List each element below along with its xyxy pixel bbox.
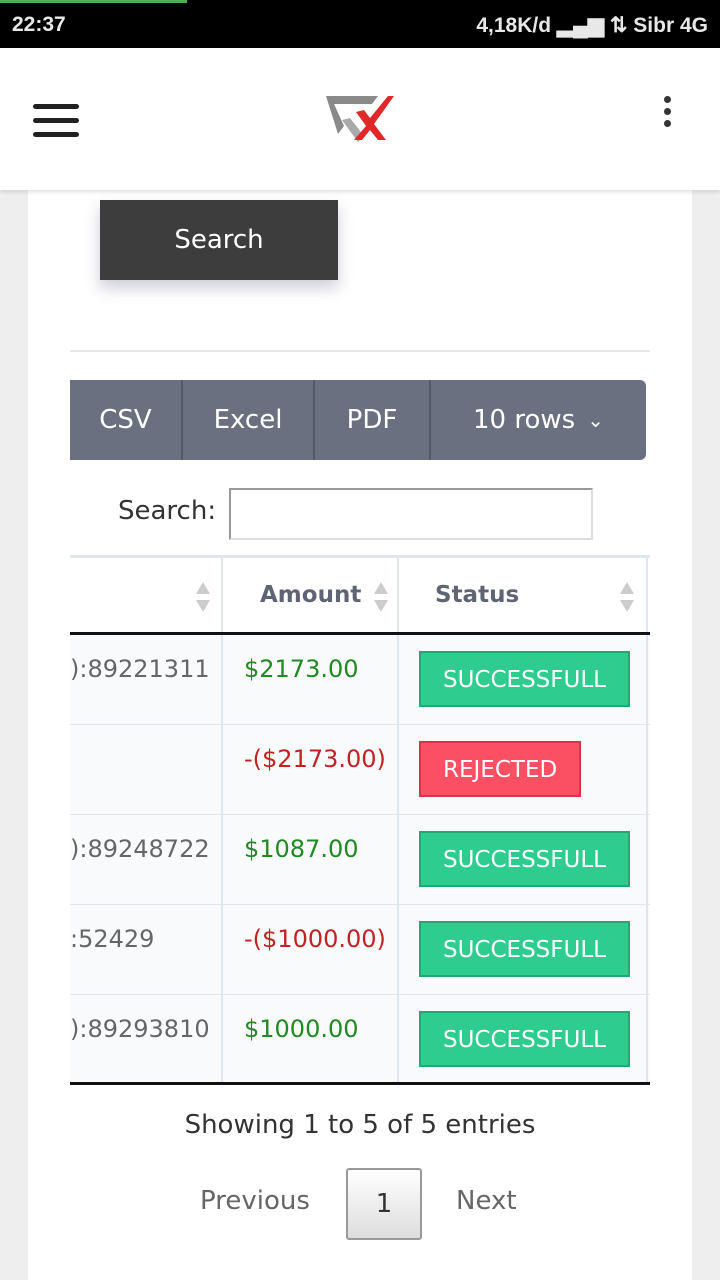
pdf-button[interactable]: PDF: [315, 380, 431, 460]
more-vertical-icon[interactable]: [658, 96, 676, 132]
rows-label: 10 rows: [473, 405, 576, 435]
column-header-reference[interactable]: [70, 558, 223, 632]
search-button[interactable]: Search: [100, 200, 338, 280]
chevron-down-icon: ⌄: [587, 408, 604, 432]
status-cell: SUCCESSFULL: [399, 815, 648, 904]
table-row: :52429 -($1000.00) SUCCESSFULL: [70, 905, 650, 995]
reference-cell: ):89248722: [70, 815, 223, 904]
amount-cell: -($1000.00): [223, 905, 399, 994]
excel-button[interactable]: Excel: [183, 380, 315, 460]
status-badge: REJECTED: [419, 741, 582, 797]
table-search-input[interactable]: [229, 488, 593, 540]
hamburger-icon[interactable]: [33, 104, 79, 138]
divider: [70, 350, 650, 352]
status-badge: SUCCESSFULL: [419, 1011, 630, 1067]
status-badge: SUCCESSFULL: [419, 921, 630, 977]
amount-cell: -($2173.00): [223, 725, 399, 814]
sort-icon: [620, 582, 634, 612]
status-cell: REJECTED: [399, 725, 648, 814]
table-row: -($2173.00) REJECTED: [70, 725, 650, 815]
next-page-button[interactable]: Next: [456, 1186, 517, 1216]
status-cell: SUCCESSFULL: [399, 905, 648, 994]
export-button-group: CSV Excel PDF 10 rows ⌄: [70, 380, 646, 460]
reference-cell: ):89293810: [70, 995, 223, 1082]
transactions-table: Amount Status ):89221311 $2173.00 SUCCESSF…: [70, 555, 650, 1085]
column-header-amount[interactable]: Amount: [223, 558, 399, 632]
clock: 22:37: [12, 13, 66, 36]
network-status: 4,18K/d ▂▄▆ ⇅ Sibr 4G: [476, 14, 708, 37]
table-row: ):89293810 $1000.00 SUCCESSFULL: [70, 995, 650, 1085]
page-1-button[interactable]: 1: [346, 1168, 422, 1240]
table-row: ):89221311 $2173.00 SUCCESSFULL: [70, 635, 650, 725]
status-cell: SUCCESSFULL: [399, 635, 648, 724]
rows-per-page-dropdown[interactable]: 10 rows ⌄: [431, 380, 646, 460]
sort-icon: [196, 582, 210, 612]
status-badge: SUCCESSFULL: [419, 831, 630, 887]
table-row: ):89248722 $1087.00 SUCCESSFULL: [70, 815, 650, 905]
sort-icon: [374, 582, 388, 612]
status-bar: 22:37 4,18K/d ▂▄▆ ⇅ Sibr 4G: [0, 0, 720, 48]
table-header: Amount Status: [70, 558, 650, 635]
logo: [326, 96, 394, 142]
reference-cell: [70, 725, 223, 814]
amount-cell: $1087.00: [223, 815, 399, 904]
page-load-progress: [0, 0, 188, 3]
reference-cell: ):89221311: [70, 635, 223, 724]
amount-cell: $1000.00: [223, 995, 399, 1082]
amount-cell: $2173.00: [223, 635, 399, 724]
previous-page-button[interactable]: Previous: [200, 1186, 310, 1216]
status-cell: SUCCESSFULL: [399, 995, 648, 1082]
table-search-label: Search:: [118, 496, 217, 526]
app-bar: [0, 48, 720, 190]
table-info: Showing 1 to 5 of 5 entries: [184, 1110, 536, 1140]
status-badge: SUCCESSFULL: [419, 651, 630, 707]
column-header-status[interactable]: Status: [399, 558, 648, 632]
reference-cell: :52429: [70, 905, 223, 994]
csv-button[interactable]: CSV: [70, 380, 183, 460]
